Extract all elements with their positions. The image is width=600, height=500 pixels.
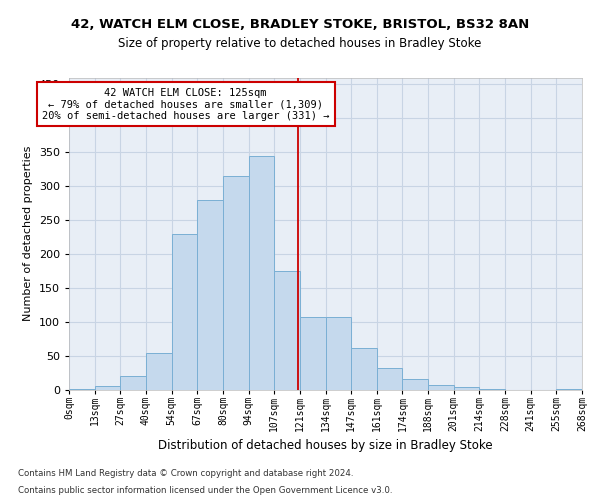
Bar [223,176,248,390]
Bar [325,316,351,390]
Text: Size of property relative to detached houses in Bradley Stoke: Size of property relative to detached ho… [118,38,482,51]
Bar [479,388,505,390]
Bar [428,385,454,390]
Bar [403,379,428,390]
Bar [172,234,197,390]
Bar [197,200,223,390]
Text: 42 WATCH ELM CLOSE: 125sqm
← 79% of detached houses are smaller (1,309)
20% of s: 42 WATCH ELM CLOSE: 125sqm ← 79% of deta… [42,88,329,121]
Bar [69,388,95,390]
Bar [248,156,274,390]
Bar [300,316,325,390]
Bar [121,376,146,390]
Text: Contains public sector information licensed under the Open Government Licence v3: Contains public sector information licen… [18,486,392,495]
X-axis label: Distribution of detached houses by size in Bradley Stoke: Distribution of detached houses by size … [158,439,493,452]
Text: 42, WATCH ELM CLOSE, BRADLEY STOKE, BRISTOL, BS32 8AN: 42, WATCH ELM CLOSE, BRADLEY STOKE, BRIS… [71,18,529,30]
Text: Contains HM Land Registry data © Crown copyright and database right 2024.: Contains HM Land Registry data © Crown c… [18,468,353,477]
Bar [274,271,300,390]
Bar [454,386,479,390]
Bar [146,352,172,390]
Y-axis label: Number of detached properties: Number of detached properties [23,146,33,322]
Bar [556,388,582,390]
Bar [377,368,403,390]
Bar [95,386,121,390]
Bar [351,348,377,390]
